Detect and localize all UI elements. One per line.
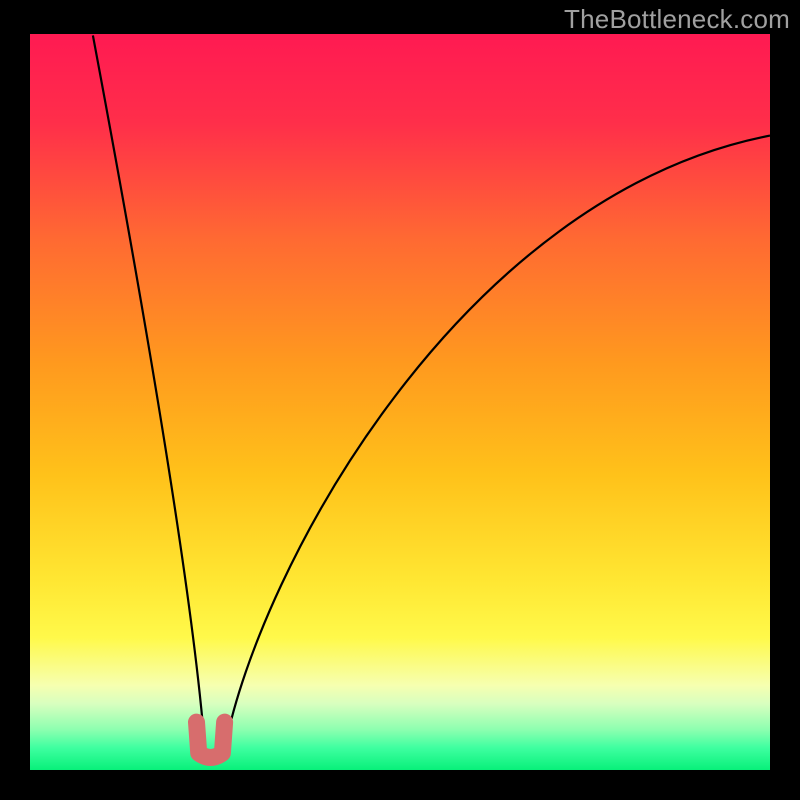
gradient-plot-area bbox=[30, 34, 770, 770]
watermark-text: TheBottleneck.com bbox=[564, 4, 790, 35]
chart-root: TheBottleneck.com bbox=[0, 0, 800, 800]
chart-svg bbox=[0, 0, 800, 800]
